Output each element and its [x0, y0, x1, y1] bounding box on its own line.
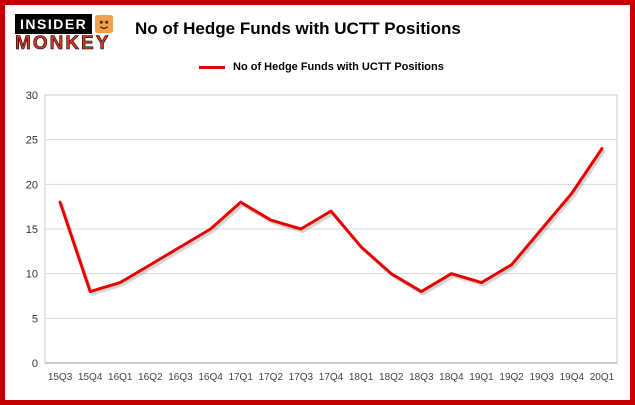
svg-text:18Q4: 18Q4 — [439, 372, 464, 383]
svg-text:20: 20 — [26, 179, 38, 191]
svg-text:15Q3: 15Q3 — [48, 372, 73, 383]
svg-text:18Q2: 18Q2 — [379, 372, 404, 383]
svg-text:5: 5 — [32, 313, 38, 325]
svg-text:17Q3: 17Q3 — [289, 372, 314, 383]
chart-header: INSIDER MONKEY No of Hedge Funds with UC… — [13, 11, 622, 83]
svg-text:16Q2: 16Q2 — [138, 372, 163, 383]
line-chart: 0 5 10 15 20 25 30 15Q3 15Q4 16Q1 16Q2 16Q3 16Q4 17Q1… — [26, 90, 618, 383]
svg-text:0: 0 — [32, 358, 38, 370]
logo-monkey-text: MONKEY — [15, 33, 111, 54]
svg-text:16Q1: 16Q1 — [108, 372, 133, 383]
chart-title: No of Hedge Funds with UCTT Positions — [135, 19, 461, 38]
logo-insider-text: INSIDER — [15, 14, 93, 34]
svg-text:18Q1: 18Q1 — [349, 372, 374, 383]
svg-text:16Q4: 16Q4 — [198, 372, 223, 383]
svg-text:15: 15 — [26, 224, 38, 236]
chart-legend: No of Hedge Funds with UCTT Positions — [199, 61, 444, 73]
svg-text:17Q4: 17Q4 — [319, 372, 344, 383]
insider-monkey-logo: INSIDER MONKEY — [15, 14, 125, 55]
svg-text:17Q2: 17Q2 — [259, 372, 284, 383]
svg-text:15Q4: 15Q4 — [78, 372, 103, 383]
svg-text:19Q3: 19Q3 — [530, 372, 555, 383]
chart-area: 0 5 10 15 20 25 30 15Q3 15Q4 16Q1 16Q2 16Q3 16Q4 17Q1… — [9, 85, 627, 397]
legend-label: No of Hedge Funds with UCTT Positions — [233, 61, 444, 73]
legend-line-swatch — [199, 65, 225, 69]
monkey-icon — [95, 15, 114, 33]
svg-text:19Q4: 19Q4 — [560, 372, 585, 383]
svg-text:10: 10 — [26, 269, 38, 281]
svg-text:18Q3: 18Q3 — [409, 372, 434, 383]
svg-text:19Q2: 19Q2 — [499, 372, 524, 383]
svg-text:16Q3: 16Q3 — [168, 372, 193, 383]
svg-text:25: 25 — [26, 135, 38, 147]
svg-text:20Q1: 20Q1 — [590, 372, 615, 383]
svg-text:17Q1: 17Q1 — [228, 372, 253, 383]
svg-text:30: 30 — [26, 90, 38, 102]
logo-top-row: INSIDER — [15, 14, 125, 34]
svg-text:19Q1: 19Q1 — [469, 372, 494, 383]
